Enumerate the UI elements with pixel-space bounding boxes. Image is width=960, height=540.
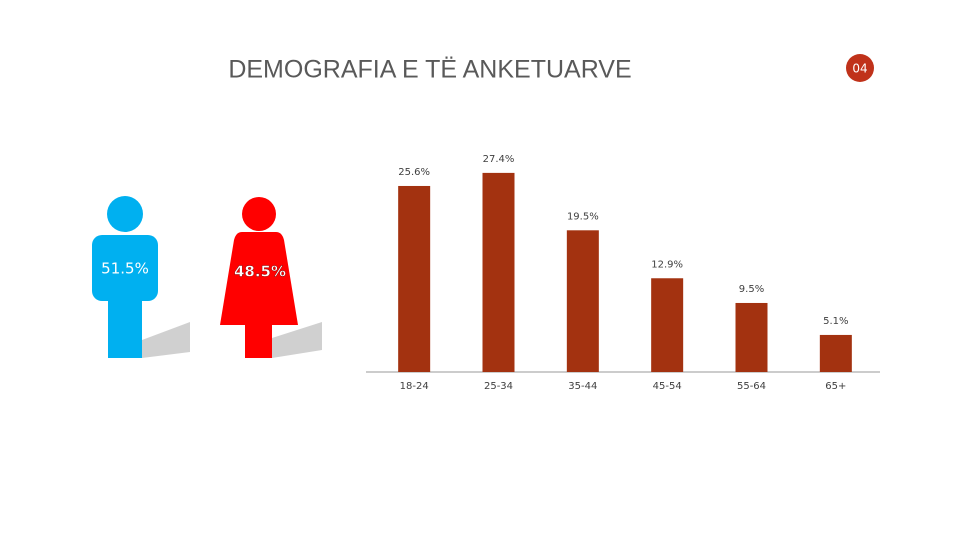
- icon-body: [220, 232, 298, 325]
- value-label: 5.1%: [823, 316, 848, 327]
- bar: [398, 185, 431, 372]
- value-label: 25.6%: [398, 167, 430, 178]
- icon-legs: [108, 295, 142, 358]
- x-tick-label: 45-54: [653, 381, 682, 392]
- value-label: 27.4%: [483, 154, 515, 165]
- bar: [651, 278, 684, 372]
- female-share: 48.5%: [234, 263, 286, 281]
- value-label: 9.5%: [739, 284, 764, 295]
- icon-shadow: [272, 322, 322, 358]
- icon-head: [242, 197, 276, 231]
- icon-shadow: [142, 322, 190, 358]
- icon-head: [107, 196, 143, 232]
- x-tick-label: 18-24: [400, 381, 429, 392]
- page-number: 04: [852, 62, 867, 76]
- male-icon: 51.5%: [92, 196, 190, 358]
- x-tick-label: 65+: [825, 381, 846, 392]
- bar: [819, 334, 852, 372]
- female-icon: 48.5%: [220, 197, 322, 358]
- slide-title: DEMOGRAFIA E TË ANKETUARVE: [228, 56, 631, 84]
- value-label: 19.5%: [567, 211, 599, 222]
- bar: [482, 172, 515, 372]
- page-badge: [846, 54, 874, 82]
- x-tick-label: 55-64: [737, 381, 766, 392]
- bar: [566, 230, 599, 372]
- value-label: 12.9%: [651, 259, 683, 270]
- icon-body: [92, 235, 158, 301]
- bar: [735, 302, 768, 372]
- icon-legs: [245, 320, 272, 358]
- x-tick-label: 25-34: [484, 381, 513, 392]
- male-share: 51.5%: [101, 260, 149, 278]
- x-tick-label: 35-44: [568, 381, 597, 392]
